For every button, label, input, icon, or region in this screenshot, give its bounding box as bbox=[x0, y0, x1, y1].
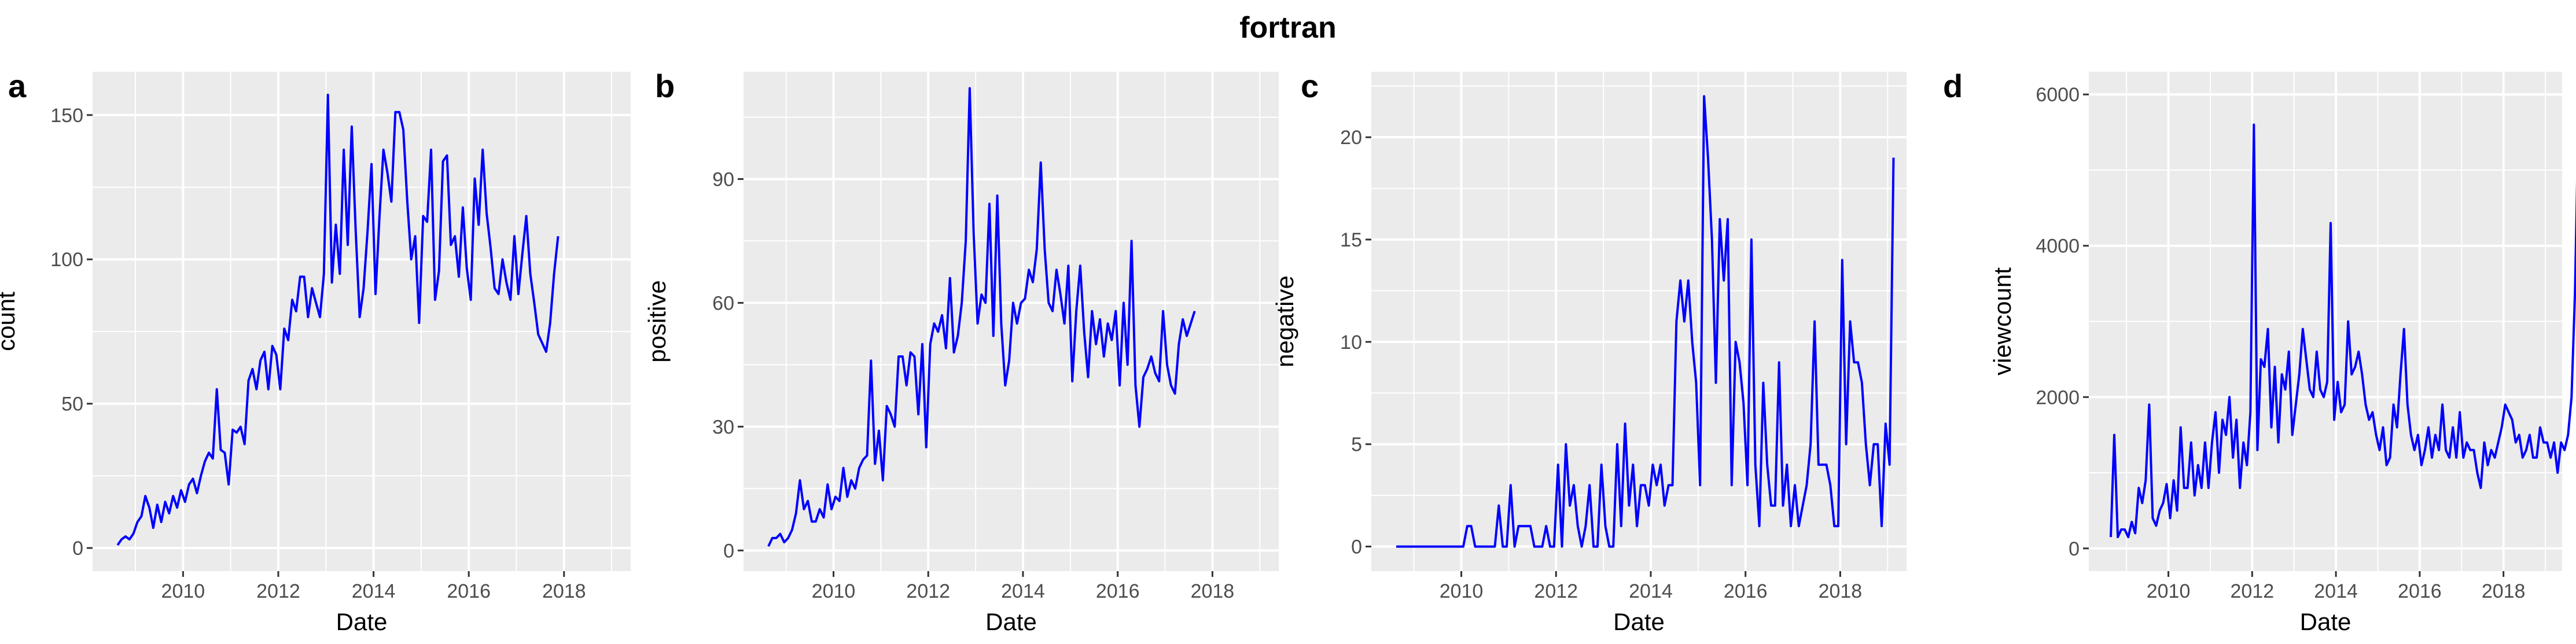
y-tick-label: 60 bbox=[712, 292, 734, 314]
x-tick-label: 2016 bbox=[1096, 580, 1140, 602]
panel-a: 2010 2012 2014 2016 2018 0 50 100 150 Date count a bbox=[0, 68, 631, 635]
x-tick-label: 2012 bbox=[1534, 580, 1578, 602]
panel-letter: a bbox=[8, 68, 27, 104]
panel-c: 2010 2012 2014 2016 2018 0 5 10 15 20 Date negative… bbox=[1271, 68, 1907, 635]
data-line-viewcount bbox=[2110, 123, 2576, 539]
y-tick-label: 90 bbox=[712, 168, 734, 190]
x-tick-label: 2014 bbox=[1001, 580, 1045, 602]
data-line-count bbox=[116, 93, 560, 546]
y-axis-title: negative bbox=[1271, 275, 1298, 367]
y-tick-label: 0 bbox=[2069, 538, 2080, 560]
y-tick-label: 50 bbox=[61, 393, 83, 415]
data-line-negative bbox=[1396, 95, 1895, 548]
x-tick-label: 2010 bbox=[1440, 580, 1484, 602]
data-line-positive bbox=[767, 87, 1196, 547]
panel-d: 2010 2012 2014 2016 2018 0 2000 4000 6000 Date vie… bbox=[1943, 68, 2576, 635]
y-tick-label: 2000 bbox=[2036, 387, 2080, 409]
x-tick-label: 2018 bbox=[1191, 580, 1235, 602]
y-axis-title: viewcount bbox=[1989, 267, 2016, 376]
y-tick-label: 0 bbox=[723, 540, 734, 562]
y-tick-label: 0 bbox=[72, 538, 83, 560]
y-tick-label: 10 bbox=[1340, 332, 1362, 354]
x-axis-title: Date bbox=[336, 608, 388, 635]
x-tick-label: 2012 bbox=[906, 580, 950, 602]
x-axis-title: Date bbox=[2300, 608, 2351, 635]
panel-b: 2010 2012 2014 2016 2018 0 30 60 90 Date positive b bbox=[643, 68, 1279, 635]
x-tick-label: 2012 bbox=[2230, 580, 2274, 602]
panel-letter: d bbox=[1943, 68, 1963, 104]
x-axis-title: Date bbox=[1613, 608, 1665, 635]
x-tick-label: 2018 bbox=[542, 580, 586, 602]
x-tick-label: 2016 bbox=[447, 580, 491, 602]
y-tick-label: 0 bbox=[1351, 536, 1362, 558]
x-tick-label: 2010 bbox=[812, 580, 856, 602]
x-axis-title: Date bbox=[985, 608, 1037, 635]
x-tick-label: 2014 bbox=[2314, 580, 2358, 602]
y-tick-label: 100 bbox=[50, 249, 83, 271]
x-tick-label: 2016 bbox=[1724, 580, 1768, 602]
x-tick-label: 2010 bbox=[2147, 580, 2191, 602]
panel-letter: b bbox=[655, 68, 675, 104]
x-tick-label: 2014 bbox=[1629, 580, 1673, 602]
y-axis-title: count bbox=[0, 292, 20, 351]
x-tick-label: 2014 bbox=[352, 580, 396, 602]
y-tick-label: 6000 bbox=[2036, 84, 2080, 106]
x-tick-label: 2016 bbox=[2398, 580, 2442, 602]
y-tick-label: 20 bbox=[1340, 127, 1362, 149]
y-tick-label: 5 bbox=[1351, 434, 1362, 456]
x-tick-label: 2012 bbox=[256, 580, 300, 602]
x-tick-label: 2010 bbox=[161, 580, 205, 602]
panel-letter: c bbox=[1301, 68, 1319, 104]
y-axis-title: positive bbox=[643, 280, 671, 362]
x-tick-label: 2018 bbox=[1819, 580, 1863, 602]
y-tick-label: 150 bbox=[50, 105, 83, 127]
figure-title: fortran bbox=[1239, 11, 1337, 45]
y-tick-label: 4000 bbox=[2036, 235, 2080, 257]
y-tick-label: 15 bbox=[1340, 229, 1362, 251]
y-tick-label: 30 bbox=[712, 416, 734, 438]
x-tick-label: 2018 bbox=[2482, 580, 2526, 602]
